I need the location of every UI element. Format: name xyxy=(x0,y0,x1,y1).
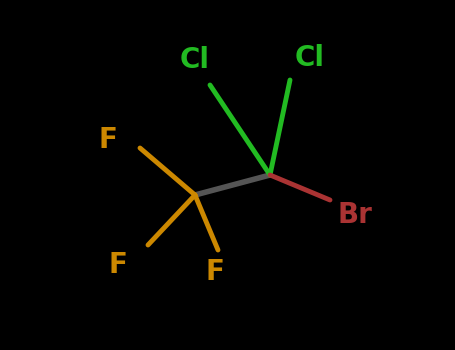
Text: Br: Br xyxy=(338,201,373,229)
Text: F: F xyxy=(109,251,127,279)
Text: F: F xyxy=(99,126,117,154)
Text: Cl: Cl xyxy=(180,46,210,74)
Text: Cl: Cl xyxy=(295,44,325,72)
Text: F: F xyxy=(206,258,224,286)
